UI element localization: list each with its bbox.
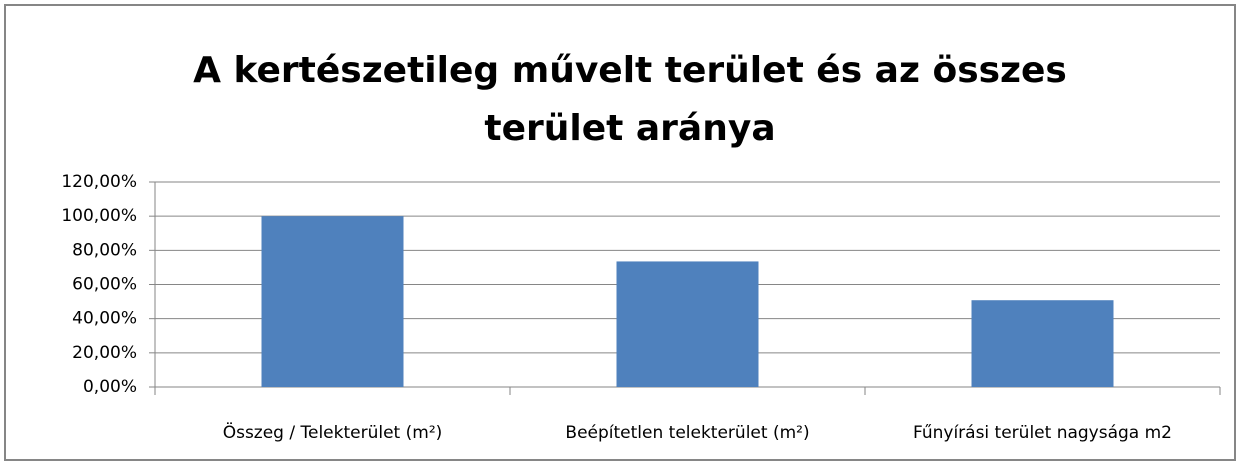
y-tick-label: 80,00% [72, 240, 137, 260]
x-tick-label: Beépítetlen telekterület (m²) [565, 423, 809, 443]
bar [971, 300, 1114, 387]
y-tick-label: 20,00% [72, 343, 137, 363]
bar [261, 216, 404, 387]
y-tick-label: 60,00% [72, 275, 137, 295]
y-tick-label: 100,00% [61, 206, 137, 226]
bar [616, 261, 759, 387]
chart-title: A kertészetileg művelt terület és az öss… [193, 50, 1067, 149]
x-tick-label: Összeg / Telekterület (m²) [223, 421, 443, 443]
y-tick-label: 0,00% [83, 377, 137, 397]
y-tick-label: 120,00% [61, 172, 137, 192]
x-tick-label: Fűnyírási terület nagysága m2 [913, 423, 1172, 443]
y-tick-label: 40,00% [72, 309, 137, 329]
